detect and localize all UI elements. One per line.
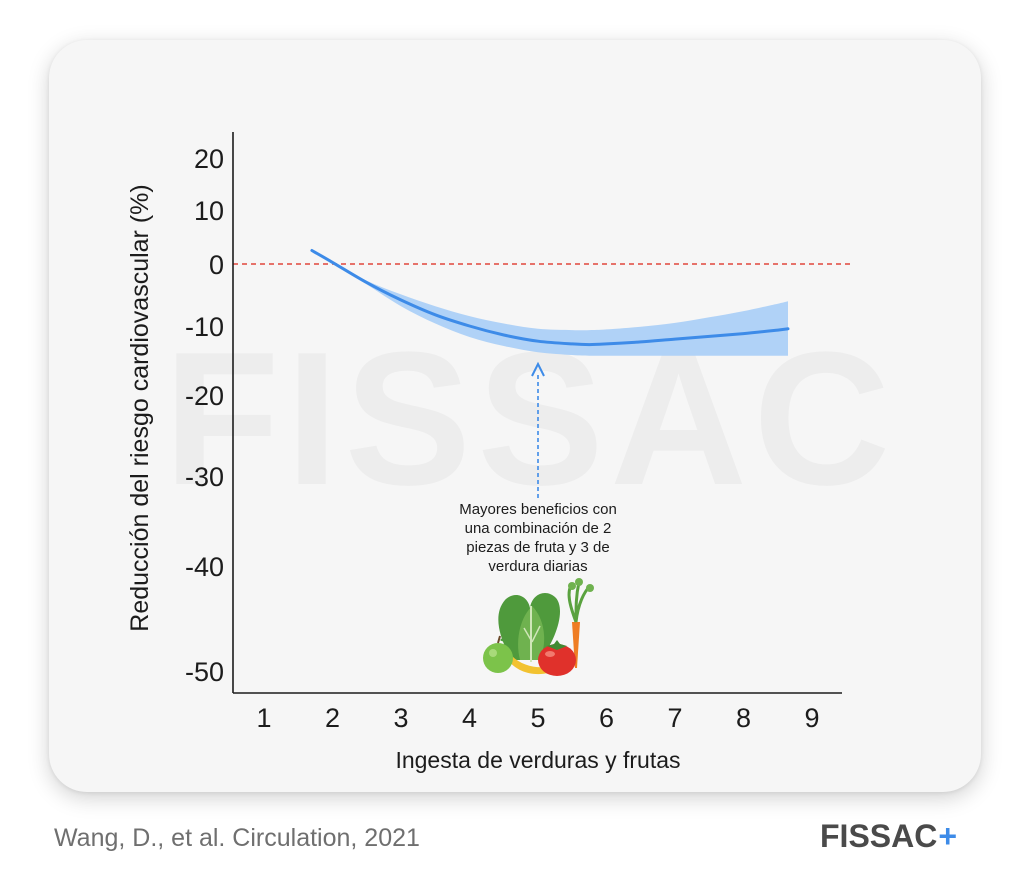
y-tick-label: -30 xyxy=(185,462,224,492)
annotation-line: piezas de fruta y 3 de xyxy=(466,539,610,556)
confidence-band xyxy=(311,250,788,356)
y-tick-label: -10 xyxy=(185,312,224,342)
x-tick-label: 6 xyxy=(599,703,614,733)
apple-icon xyxy=(483,635,513,673)
x-tick-labels: 1 2 3 4 5 6 7 8 9 xyxy=(256,703,819,733)
series-line xyxy=(310,249,790,347)
x-tick-label: 3 xyxy=(393,703,408,733)
y-tick-label: 10 xyxy=(194,196,224,226)
annotation-arrow-head xyxy=(531,361,545,377)
y-tick-labels: 20 10 0 -10 -20 -30 -40 -50 xyxy=(185,144,224,687)
brand-name: FISSAC xyxy=(820,818,938,854)
y-tick-label: -50 xyxy=(185,657,224,687)
annotation-text: Mayores beneficios con una combinación d… xyxy=(428,500,648,576)
leafy-greens-icon xyxy=(498,593,561,662)
x-tick-label: 5 xyxy=(530,703,545,733)
tomato-icon xyxy=(538,640,576,676)
y-tick-label: -40 xyxy=(185,552,224,582)
y-axis-label: Reducción del riesgo cardiovascular (%) xyxy=(126,184,154,631)
brand-plus: + xyxy=(938,818,958,854)
annotation-line: una combinación de 2 xyxy=(464,520,612,537)
y-tick-label: -20 xyxy=(185,381,224,411)
x-tick-label: 9 xyxy=(804,703,819,733)
source-citation: Wang, D., et al. Circulation, 2021 xyxy=(54,824,420,852)
x-tick-label: 8 xyxy=(736,703,751,733)
x-tick-label: 2 xyxy=(325,703,340,733)
x-tick-label: 1 xyxy=(256,703,271,733)
annotation-line: Mayores beneficios con xyxy=(459,501,617,518)
annotation-line: verdura diarias xyxy=(488,558,588,575)
x-axis-label: Ingesta de verduras y frutas xyxy=(395,747,680,773)
carrot-icon xyxy=(567,578,594,668)
vegetables-and-fruits-icon xyxy=(483,578,594,676)
x-tick-label: 7 xyxy=(667,703,682,733)
brand-logo: FISSAC + xyxy=(820,818,957,855)
y-tick-label: 0 xyxy=(209,250,224,280)
y-tick-label: 20 xyxy=(194,144,224,174)
x-tick-label: 4 xyxy=(462,703,477,733)
